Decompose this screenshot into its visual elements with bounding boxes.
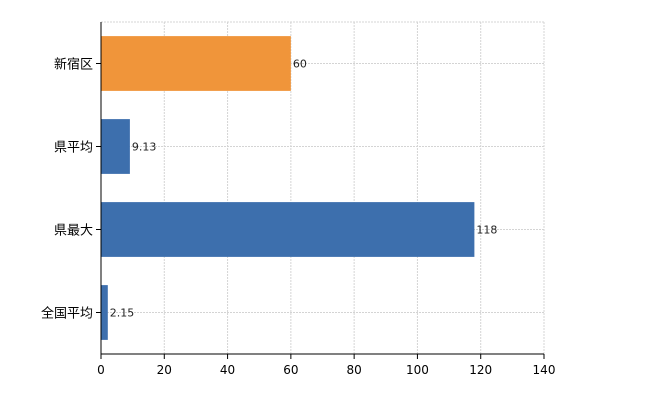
data-label: 9.13 bbox=[132, 141, 157, 154]
x-tick-label: 60 bbox=[283, 363, 298, 377]
category-label: 県最大 bbox=[54, 224, 93, 239]
data-label: 60 bbox=[293, 58, 307, 71]
category-label: 全国平均 bbox=[41, 306, 93, 322]
bar-layer bbox=[101, 36, 475, 340]
axis-layer bbox=[96, 22, 545, 359]
bar bbox=[101, 285, 108, 340]
x-tick-label: 20 bbox=[157, 363, 172, 377]
bar bbox=[101, 202, 475, 257]
category-label: 新宿区 bbox=[54, 57, 93, 73]
x-tick-label: 80 bbox=[347, 363, 362, 377]
data-label: 118 bbox=[476, 224, 497, 237]
data-label: 2.15 bbox=[110, 307, 135, 320]
x-tick-label: 140 bbox=[533, 363, 556, 377]
label-layer: 0 20 40 60 80 100 120 140 新宿区 60 県平均 9.13 県最大 118 全国平均… bbox=[41, 57, 555, 378]
bar bbox=[101, 119, 130, 174]
x-tick-label: 40 bbox=[220, 363, 235, 377]
bar bbox=[101, 36, 291, 91]
x-tick-label: 0 bbox=[97, 363, 105, 377]
x-tick-label: 100 bbox=[406, 363, 429, 377]
category-label: 県平均 bbox=[54, 141, 93, 156]
x-tick-label: 120 bbox=[469, 363, 492, 377]
